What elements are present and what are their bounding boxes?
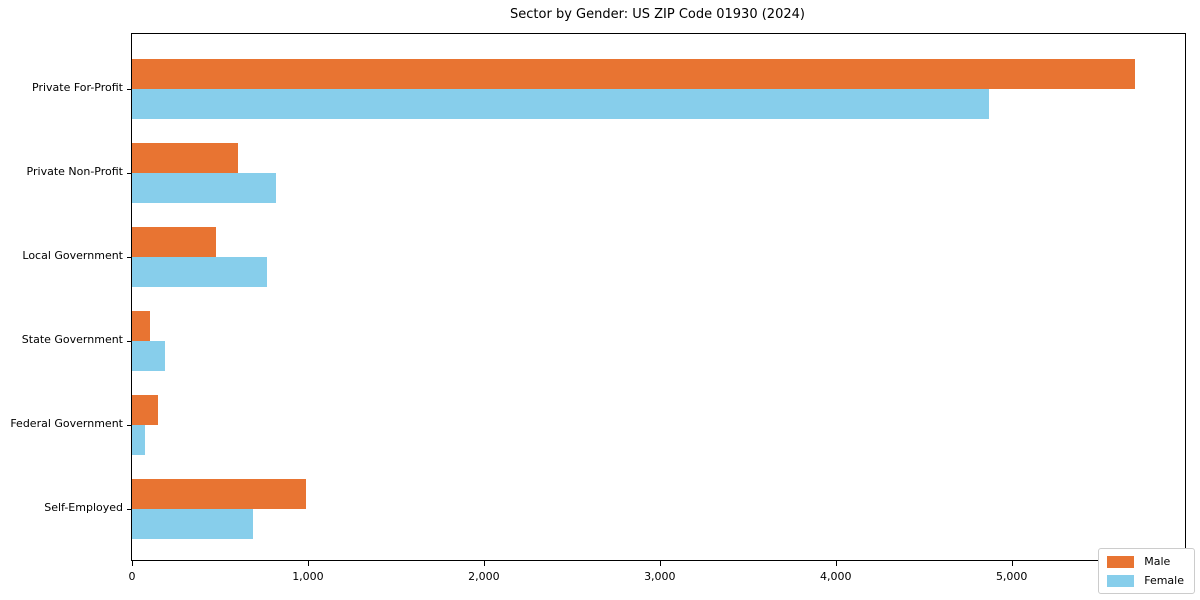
chart-title: Sector by Gender: US ZIP Code 01930 (202… bbox=[510, 7, 805, 22]
y-tick-mark bbox=[127, 341, 132, 342]
x-tick-mark bbox=[1011, 561, 1013, 566]
x-tick-label-5: 5,000 bbox=[995, 570, 1028, 583]
bar-female-4 bbox=[132, 425, 146, 455]
y-axis-label-5: Self-Employed bbox=[44, 501, 123, 514]
female-series-swatch bbox=[1107, 574, 1135, 587]
bar-female-0 bbox=[132, 89, 989, 119]
y-axis-label-1: Private Non-Profit bbox=[26, 165, 123, 178]
x-tick-label-3: 3,000 bbox=[644, 570, 676, 583]
x-tick-label-1: 1,000 bbox=[292, 570, 324, 583]
y-axis-label-0: Private For-Profit bbox=[32, 81, 123, 94]
y-axis-label-2: Local Government bbox=[22, 249, 123, 262]
legend: Male Female bbox=[1098, 548, 1195, 594]
x-tick-mark bbox=[835, 561, 837, 566]
male-series-swatch bbox=[1107, 555, 1135, 568]
x-tick-label-4: 4,000 bbox=[820, 570, 852, 583]
y-tick-mark bbox=[127, 425, 132, 426]
legend-item-female: Female bbox=[1107, 574, 1184, 587]
x-tick-label-2: 2,000 bbox=[468, 570, 500, 583]
bar-male-1 bbox=[132, 143, 238, 173]
y-tick-mark bbox=[127, 509, 132, 510]
x-tick-mark bbox=[307, 561, 309, 566]
y-axis-label-3: State Government bbox=[21, 333, 123, 346]
x-tick-mark bbox=[132, 561, 133, 566]
bar-female-5 bbox=[132, 509, 254, 539]
y-tick-mark bbox=[127, 173, 132, 174]
plot-area: 0 1,000 2,000 3,000 4,000 5,000 bbox=[127, 33, 1186, 583]
x-tick-mark bbox=[659, 561, 661, 566]
bar-female-3 bbox=[132, 341, 166, 371]
x-tick-mark bbox=[483, 561, 485, 566]
legend-label-male: Male bbox=[1144, 555, 1171, 568]
bar-male-4 bbox=[132, 395, 159, 425]
x-tick-label-0: 0 bbox=[128, 570, 136, 583]
bar-female-1 bbox=[132, 173, 277, 203]
y-axis-label-4: Federal Government bbox=[10, 417, 123, 430]
bar-male-2 bbox=[132, 227, 217, 257]
y-tick-mark bbox=[127, 89, 132, 90]
bar-male-3 bbox=[132, 311, 150, 341]
y-tick-mark bbox=[127, 257, 132, 258]
legend-label-female: Female bbox=[1144, 574, 1184, 587]
legend-item-male: Male bbox=[1107, 555, 1184, 568]
bar-male-0 bbox=[132, 59, 1135, 89]
bar-female-2 bbox=[132, 257, 268, 287]
bar-male-5 bbox=[132, 479, 307, 509]
